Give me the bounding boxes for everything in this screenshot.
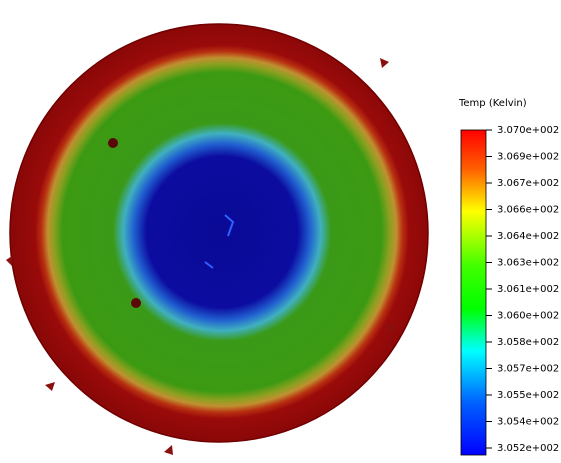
- marker: [45, 382, 55, 391]
- probe: [131, 298, 141, 308]
- legend-label: 3.060e+002: [497, 311, 559, 322]
- legend-label: 3.069e+002: [497, 152, 559, 163]
- legend-label: 3.055e+002: [497, 390, 559, 401]
- legend-title: Temp (Kelvin): [458, 98, 527, 109]
- legend-labels: 3.070e+002 3.069e+002 3.067e+002 3.066e+002…: [486, 125, 559, 454]
- legend-label: 3.052e+002: [497, 443, 559, 454]
- marker: [164, 445, 173, 455]
- legend-label: 3.067e+002: [497, 178, 559, 189]
- legend-label: 3.061e+002: [497, 284, 559, 295]
- legend-label: 3.070e+002: [497, 125, 559, 136]
- color-bar: [461, 130, 486, 455]
- legend-label: 3.058e+002: [497, 337, 559, 348]
- legend-label: 3.064e+002: [497, 231, 559, 242]
- marker: [6, 256, 12, 266]
- screenshot: Temp (Kelvin) 3.070e+002 3.069e+002 3.067e…: [0, 0, 561, 459]
- temperature-disc: [10, 24, 428, 442]
- probe: [108, 138, 118, 148]
- legend-label: 3.063e+002: [497, 258, 559, 269]
- legend-label: 3.054e+002: [497, 417, 559, 428]
- legend-label: 3.057e+002: [497, 364, 559, 375]
- marker: [380, 58, 389, 68]
- legend-label: 3.066e+002: [497, 205, 559, 216]
